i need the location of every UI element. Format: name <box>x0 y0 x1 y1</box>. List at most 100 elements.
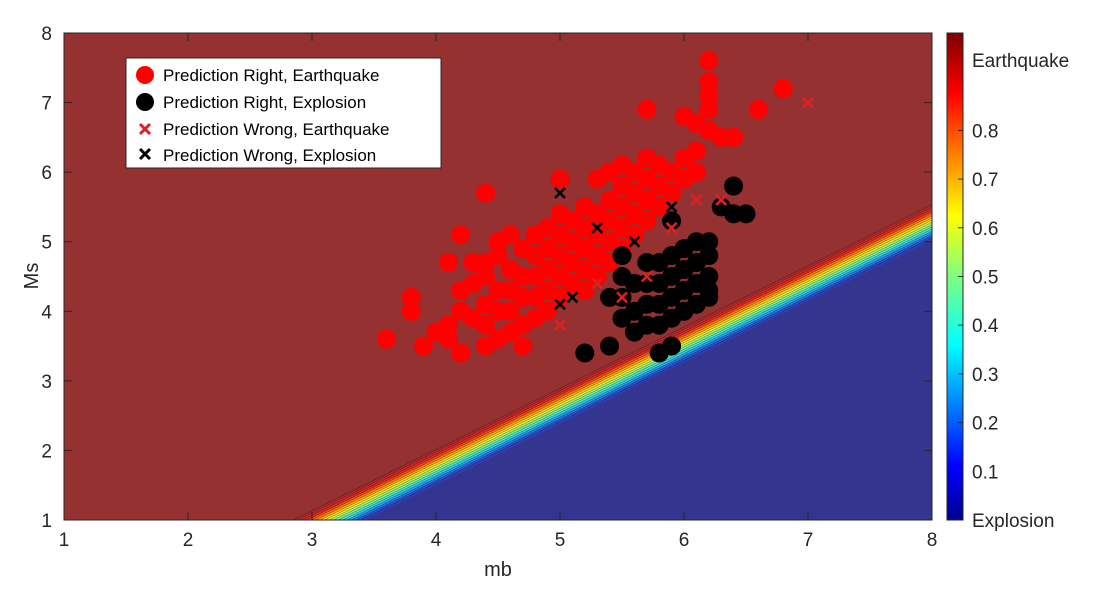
point-right-explosion <box>662 211 682 231</box>
y-tick-label: 7 <box>41 94 52 115</box>
x-tick-label: 5 <box>555 530 566 551</box>
x-tick-label: 3 <box>307 530 318 551</box>
marker-wrong-earthquake <box>715 194 728 206</box>
marker-wrong-earthquake <box>554 319 566 332</box>
y-tick-label: 2 <box>41 441 52 462</box>
marker-wrong-explosion <box>554 187 566 199</box>
legend-marker-wrong-earthquake <box>138 122 152 136</box>
colorbar-tick-label: 0.7 <box>972 170 998 191</box>
point-right-earthquake <box>451 343 471 363</box>
point-right-earthquake <box>476 315 496 335</box>
point-right-earthquake <box>513 336 533 356</box>
marker-wrong-explosion <box>591 221 604 234</box>
point-right-earthquake <box>637 211 657 231</box>
colorbar-tick-label: 0.6 <box>972 219 998 240</box>
point-right-explosion <box>724 176 744 196</box>
point-right-earthquake <box>699 72 719 92</box>
x-tick-label: 2 <box>183 530 194 551</box>
legend: Prediction Right, Earthquake Prediction … <box>125 57 442 169</box>
legend-label-right-explosion: Prediction Right, Explosion <box>163 93 366 112</box>
marker-wrong-earthquake <box>802 96 814 109</box>
data-points <box>376 51 814 363</box>
colorbar: 0.1 0.2 0.3 0.4 0.5 0.6 0.7 0.8 Earthquake Expl… <box>946 32 1069 532</box>
point-right-earthquake <box>699 51 719 71</box>
colorbar-top-label: Earthquake <box>972 51 1069 72</box>
point-right-earthquake <box>438 253 458 273</box>
point-right-earthquake <box>624 225 644 245</box>
point-right-earthquake <box>376 329 396 349</box>
point-right-earthquake <box>686 162 706 182</box>
point-right-earthquake <box>724 127 744 147</box>
point-right-explosion <box>600 336 620 356</box>
marker-wrong-explosion <box>665 201 678 213</box>
point-right-earthquake <box>451 225 471 245</box>
x-axis-title: mb <box>484 559 512 581</box>
point-right-earthquake <box>587 267 607 286</box>
point-right-explosion <box>699 232 719 252</box>
y-tick-label: 5 <box>41 233 52 254</box>
point-right-earthquake <box>773 79 793 99</box>
marker-wrong-explosion <box>566 291 579 304</box>
point-right-earthquake <box>748 100 768 120</box>
legend-label-wrong-earthquake: Prediction Wrong, Earthquake <box>163 120 389 139</box>
point-right-earthquake <box>637 100 657 120</box>
point-right-explosion <box>662 336 682 356</box>
point-right-earthquake <box>414 336 434 356</box>
point-right-earthquake <box>476 267 496 286</box>
point-right-earthquake <box>401 287 421 307</box>
y-tick-label: 4 <box>41 302 52 323</box>
point-right-explosion <box>575 343 595 363</box>
colorbar-ticks: 0.1 0.2 0.3 0.4 0.5 0.6 0.7 0.8 <box>958 121 999 483</box>
probability-contour-background <box>64 33 932 520</box>
point-right-earthquake <box>476 183 496 203</box>
colorbar-tick-label: 0.2 <box>972 414 998 435</box>
point-right-earthquake <box>575 280 595 300</box>
point-right-earthquake <box>686 141 706 161</box>
y-axis-title: Ms <box>21 263 43 290</box>
marker-wrong-explosion <box>554 298 566 311</box>
y-tick-label: 6 <box>41 163 52 184</box>
marker-wrong-explosion <box>628 235 641 248</box>
x-tick-label: 6 <box>679 530 690 551</box>
point-right-earthquake <box>699 86 719 106</box>
marker-wrong-explosion <box>616 249 628 262</box>
marker-wrong-earthquake <box>640 270 653 283</box>
point-right-earthquake <box>649 197 669 217</box>
y-tick-label: 8 <box>41 24 52 45</box>
colorbar-tick-label: 0.3 <box>972 365 998 386</box>
x-tick-label: 1 <box>59 530 70 551</box>
x-tick-label: 8 <box>927 530 938 551</box>
y-axis-ticks: 1 2 3 4 5 6 7 8 <box>41 24 932 532</box>
colorbar-tick-label: 0.1 <box>972 462 998 483</box>
x-axis-ticks: 1 2 3 4 5 6 7 8 <box>59 33 938 551</box>
x-tick-label: 7 <box>803 530 814 551</box>
marker-wrong-earthquake <box>591 277 604 290</box>
colorbar-tick-label: 0.4 <box>972 316 999 337</box>
legend-marker-right-earthquake <box>136 66 154 84</box>
marker-wrong-earthquake <box>616 291 628 304</box>
point-right-earthquake <box>488 246 508 266</box>
legend-marker-right-explosion <box>136 93 154 111</box>
plot-frame <box>63 32 933 521</box>
colorbar-bottom-label: Explosion <box>972 511 1054 532</box>
x-tick-label: 4 <box>431 530 442 551</box>
point-right-earthquake <box>438 329 458 349</box>
point-right-earthquake <box>550 287 570 307</box>
point-right-explosion <box>699 246 719 266</box>
point-right-explosion <box>699 267 719 286</box>
marker-wrong-earthquake <box>690 194 703 206</box>
colorbar-tick-label: 0.5 <box>972 268 998 289</box>
explosion-region <box>364 239 932 520</box>
point-right-earthquake <box>662 183 682 203</box>
point-right-earthquake <box>500 225 520 245</box>
legend-label-wrong-explosion: Prediction Wrong, Explosion <box>163 146 376 165</box>
point-right-earthquake <box>699 100 719 120</box>
point-right-earthquake <box>538 301 558 321</box>
legend-label-right-earthquake: Prediction Right, Earthquake <box>163 66 379 85</box>
legend-marker-wrong-explosion <box>138 147 152 161</box>
point-right-earthquake <box>438 315 458 335</box>
point-right-earthquake <box>500 301 520 321</box>
legend-box <box>125 57 442 169</box>
point-right-explosion <box>736 204 756 224</box>
